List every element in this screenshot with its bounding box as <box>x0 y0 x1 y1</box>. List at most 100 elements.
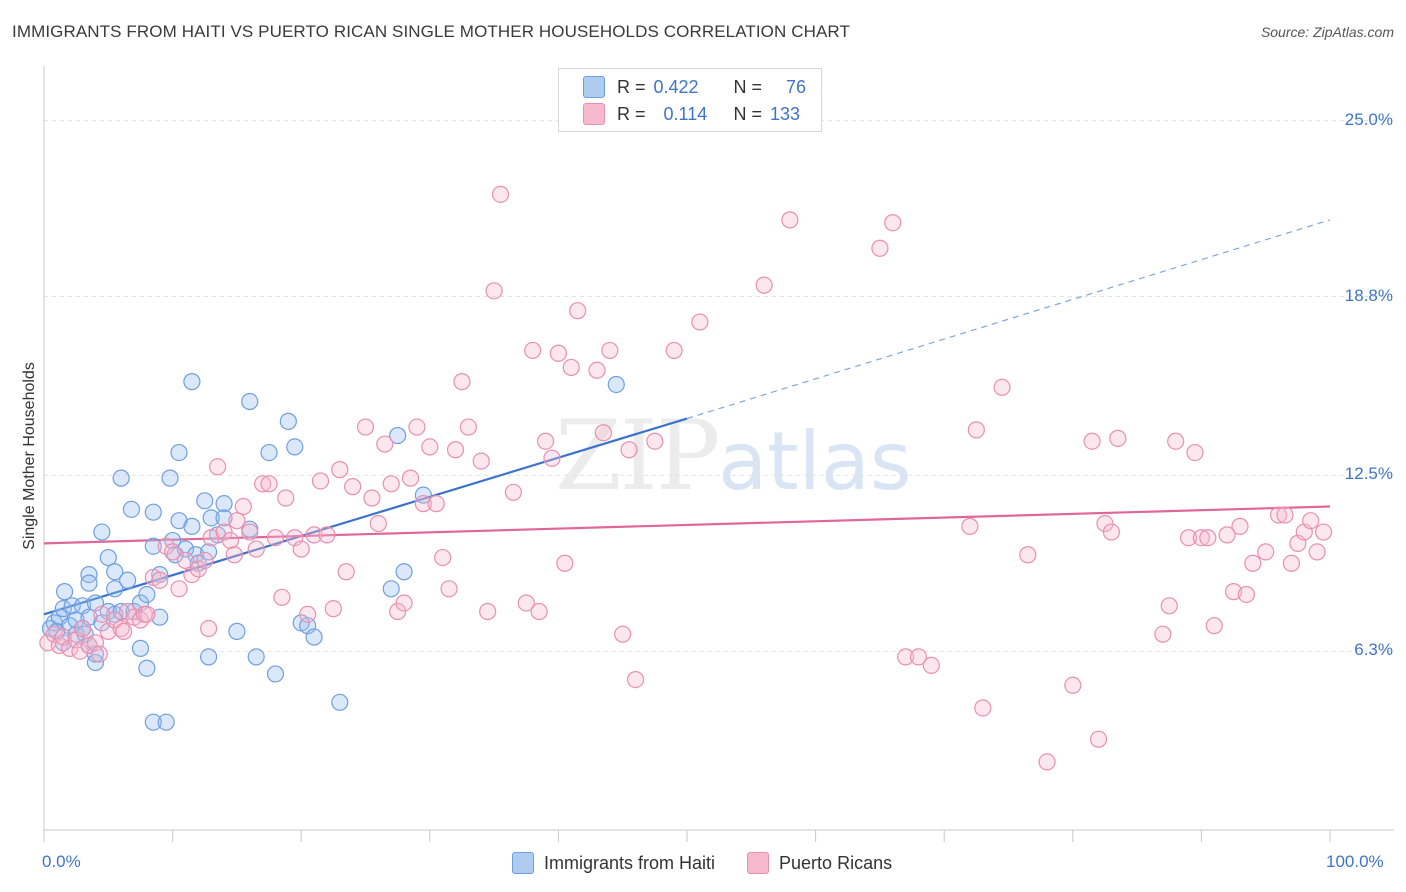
chart-title: IMMIGRANTS FROM HAITI VS PUERTO RICAN SI… <box>12 22 850 41</box>
data-point <box>331 461 349 479</box>
legend-r-label: R = <box>617 76 646 97</box>
legend-swatch-puerto-rican <box>583 103 605 125</box>
data-point <box>588 361 606 379</box>
series-haiti-points <box>41 373 625 731</box>
x-tick-label-min: 0.0% <box>42 852 81 871</box>
data-point <box>305 526 323 544</box>
data-point <box>176 551 195 570</box>
data-point <box>215 495 233 513</box>
data-point <box>200 543 218 561</box>
series-legend: Immigrants from Haiti Puerto Ricans <box>512 852 892 874</box>
legend-n-label: N = <box>733 76 763 97</box>
data-point <box>569 302 587 320</box>
data-point <box>626 670 645 689</box>
data-point <box>247 648 265 666</box>
data-point <box>122 500 141 518</box>
legend-r-value: 0.114 <box>663 103 708 124</box>
data-point <box>871 239 889 257</box>
data-point <box>440 580 458 598</box>
data-point <box>67 611 85 629</box>
data-point <box>254 475 272 493</box>
data-point <box>594 424 613 442</box>
data-point <box>215 509 233 527</box>
data-point <box>414 495 432 513</box>
data-point <box>1109 429 1127 447</box>
data-point <box>196 492 214 510</box>
data-point <box>909 648 928 666</box>
data-point <box>151 571 169 589</box>
data-point <box>215 523 233 541</box>
data-point <box>601 341 619 360</box>
data-point <box>228 512 246 530</box>
data-point <box>90 645 108 663</box>
data-point <box>961 517 979 535</box>
data-point <box>491 185 510 203</box>
data-point <box>781 211 799 229</box>
data-point <box>337 563 355 581</box>
data-point <box>607 375 625 394</box>
data-point <box>974 699 992 717</box>
trend-line-haiti-projection <box>686 219 1331 420</box>
data-point <box>1314 523 1333 541</box>
data-point <box>266 665 285 683</box>
data-point <box>479 602 497 621</box>
data-point <box>118 571 137 589</box>
data-point <box>691 313 709 331</box>
data-point <box>234 497 252 516</box>
data-point <box>389 426 407 445</box>
data-point <box>1218 526 1236 544</box>
data-point <box>209 458 227 476</box>
data-point <box>189 560 207 578</box>
data-point <box>157 713 175 731</box>
data-point <box>472 452 490 470</box>
data-point <box>80 574 98 592</box>
data-point <box>331 693 349 711</box>
legend-n-label: N = <box>733 103 763 124</box>
data-point <box>286 438 304 456</box>
data-point <box>106 611 124 629</box>
data-point <box>446 441 465 459</box>
legend-label-puerto-rican: Puerto Ricans <box>779 852 893 873</box>
data-point <box>1064 676 1082 694</box>
data-point <box>395 563 413 581</box>
data-point <box>299 605 317 623</box>
data-point <box>125 602 143 621</box>
data-point <box>1096 514 1114 533</box>
data-point <box>200 619 218 638</box>
legend-r-label: R = <box>617 103 646 124</box>
source-label: Source: ZipAtlas.com <box>1260 24 1394 40</box>
data-point <box>196 551 214 570</box>
data-point <box>1237 585 1256 604</box>
data-point <box>427 495 445 513</box>
data-point <box>536 432 555 450</box>
y-tick-label: 25.0% <box>1344 109 1393 129</box>
legend-label-haiti: Immigrants from Haiti <box>544 852 716 873</box>
data-point <box>543 449 561 467</box>
data-point <box>1282 554 1301 572</box>
data-point <box>318 526 336 544</box>
data-point <box>73 619 92 638</box>
data-point <box>225 546 243 564</box>
data-point <box>247 540 265 558</box>
trend-line-puerto-rican <box>43 505 1331 545</box>
legend-swatch-haiti <box>583 76 605 98</box>
y-tick-label: 12.5% <box>1344 464 1393 484</box>
data-point <box>665 341 683 360</box>
data-point <box>382 475 400 493</box>
y-tick-label: 18.8% <box>1344 285 1393 305</box>
data-point <box>1186 443 1204 462</box>
data-point <box>755 276 773 294</box>
data-point <box>884 214 902 232</box>
data-point <box>556 554 574 572</box>
data-point <box>311 472 330 490</box>
data-point <box>112 469 130 487</box>
data-point <box>61 639 79 657</box>
data-point <box>517 594 535 612</box>
data-point <box>369 514 387 533</box>
data-point <box>1205 617 1223 635</box>
data-point <box>221 531 240 550</box>
data-point <box>1083 432 1101 450</box>
trend-lines <box>43 219 1331 616</box>
trend-line-haiti <box>43 417 688 616</box>
data-point <box>170 443 188 462</box>
